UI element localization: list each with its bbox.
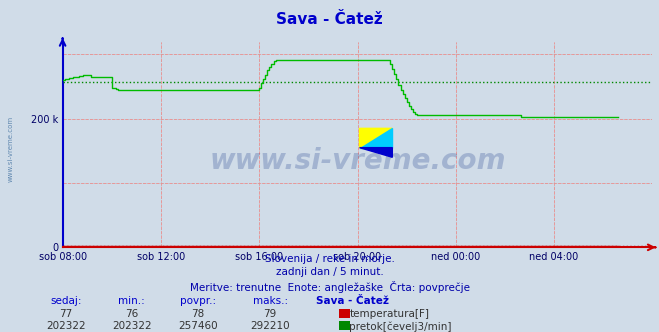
Text: 78: 78 — [191, 309, 204, 319]
Polygon shape — [360, 148, 392, 157]
Text: sedaj:: sedaj: — [50, 296, 82, 306]
Text: maks.:: maks.: — [252, 296, 288, 306]
Text: 202322: 202322 — [46, 321, 86, 331]
Text: www.si-vreme.com: www.si-vreme.com — [210, 147, 505, 175]
Text: temperatura[F]: temperatura[F] — [349, 309, 429, 319]
Text: www.si-vreme.com: www.si-vreme.com — [8, 116, 14, 183]
Text: 76: 76 — [125, 309, 138, 319]
Text: 292210: 292210 — [250, 321, 290, 331]
Text: pretok[čevelj3/min]: pretok[čevelj3/min] — [349, 321, 452, 332]
Text: Sava - Čatež: Sava - Čatež — [316, 296, 389, 306]
Text: zadnji dan / 5 minut.: zadnji dan / 5 minut. — [275, 267, 384, 277]
Polygon shape — [360, 128, 392, 148]
Text: Slovenija / reke in morje.: Slovenija / reke in morje. — [264, 254, 395, 264]
Text: Meritve: trenutne  Enote: angležaške  Črta: povprečje: Meritve: trenutne Enote: angležaške Črta… — [190, 281, 469, 292]
Text: 77: 77 — [59, 309, 72, 319]
Text: povpr.:: povpr.: — [180, 296, 215, 306]
Text: 257460: 257460 — [178, 321, 217, 331]
Text: min.:: min.: — [119, 296, 145, 306]
Text: Sava - Čatež: Sava - Čatež — [276, 12, 383, 27]
Text: 79: 79 — [264, 309, 277, 319]
Text: 202322: 202322 — [112, 321, 152, 331]
Polygon shape — [360, 128, 392, 148]
